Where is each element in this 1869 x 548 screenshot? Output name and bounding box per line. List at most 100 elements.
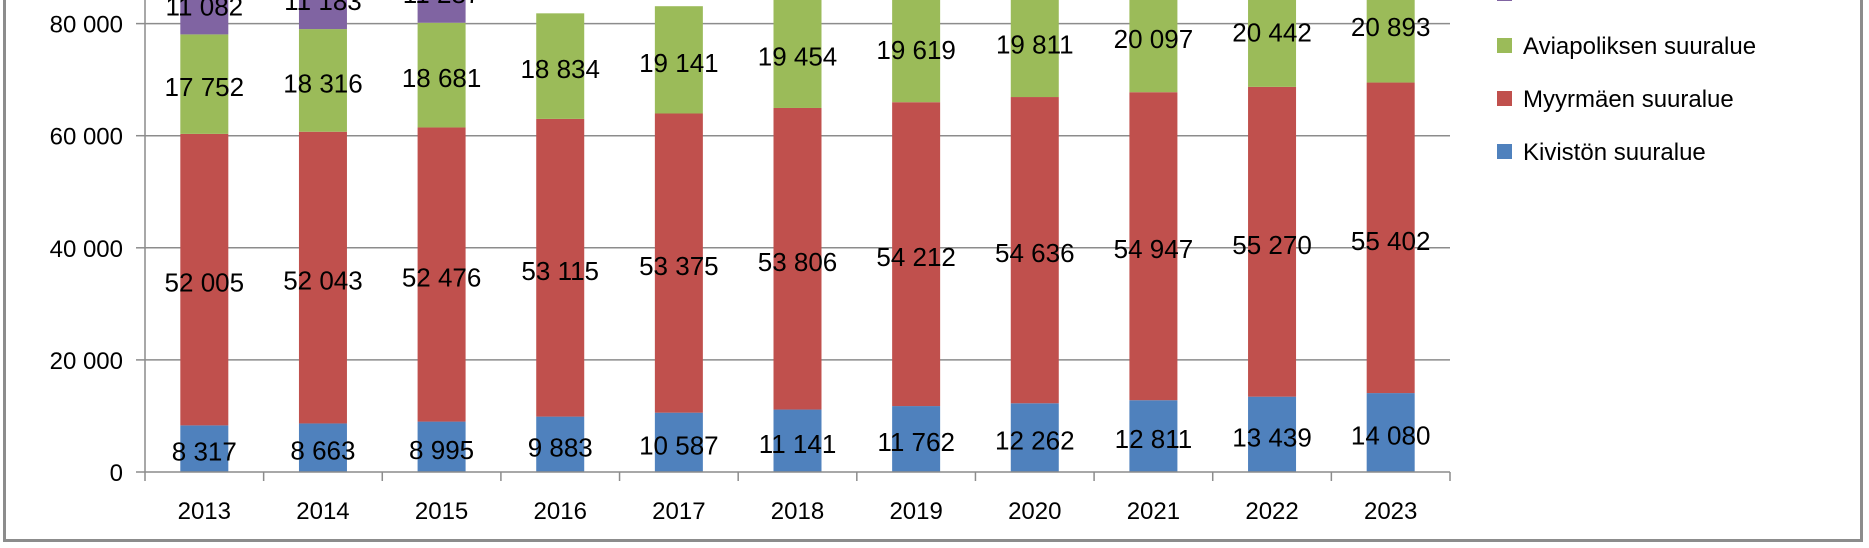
bar-segment bbox=[892, 0, 941, 103]
bar-segment bbox=[180, 0, 229, 35]
bar-segment bbox=[1129, 0, 1178, 93]
bar-segment bbox=[417, 0, 466, 23]
data-label: 11 762 bbox=[877, 427, 955, 457]
legend-label: Kivistön suuralue bbox=[1523, 139, 1706, 166]
x-tick-label: 2020 bbox=[1008, 498, 1061, 525]
bar-segment bbox=[298, 131, 347, 424]
bar-segment bbox=[773, 0, 822, 108]
data-label: 14 080 bbox=[1351, 421, 1431, 451]
data-label: 8 317 bbox=[172, 437, 237, 467]
data-label: 9 883 bbox=[528, 432, 593, 462]
data-label: 12 811 bbox=[1115, 424, 1193, 454]
x-tick-label: 2017 bbox=[652, 498, 705, 525]
bar-segment bbox=[1366, 393, 1415, 472]
bar-segment bbox=[1248, 396, 1297, 472]
bar-segment bbox=[417, 22, 466, 128]
bar-segment bbox=[892, 102, 941, 407]
bar-segment bbox=[536, 118, 585, 417]
data-label: 19 811 bbox=[996, 30, 1074, 60]
bar-segment bbox=[1366, 82, 1415, 394]
data-label: 20 097 bbox=[1114, 24, 1194, 54]
bar-segment bbox=[892, 406, 941, 472]
bar-segment bbox=[298, 423, 347, 472]
data-label: 10 587 bbox=[639, 430, 719, 460]
y-tick-label: 40 000 bbox=[50, 236, 123, 263]
data-label: 18 316 bbox=[283, 68, 363, 98]
bar-segment bbox=[1010, 97, 1059, 404]
bar-segment bbox=[1010, 403, 1059, 472]
data-label: 52 005 bbox=[165, 268, 245, 298]
legend-swatch bbox=[1497, 144, 1512, 159]
data-label: 53 806 bbox=[758, 247, 838, 277]
legend-swatch bbox=[1497, 0, 1512, 1]
data-label: 12 262 bbox=[995, 426, 1075, 456]
legend-label: Myyrmäen suuralue bbox=[1523, 86, 1734, 113]
data-label: 53 115 bbox=[521, 256, 599, 286]
bar-segment bbox=[773, 409, 822, 472]
x-tick-label: 2016 bbox=[534, 498, 587, 525]
bar-segment bbox=[180, 133, 229, 426]
bar-segment bbox=[417, 421, 466, 472]
data-label: 55 270 bbox=[1232, 230, 1312, 260]
axes: 0 20 000 40 000 60 000 80 000 2013 2014 2015 201… bbox=[50, 0, 1451, 525]
x-tick-label: 2023 bbox=[1364, 498, 1417, 525]
bar-segment bbox=[654, 6, 703, 114]
x-tick-label: 2022 bbox=[1245, 498, 1298, 525]
data-label: 19 619 bbox=[876, 35, 956, 65]
data-label: 11 287 bbox=[403, 0, 481, 9]
legend-swatch bbox=[1497, 91, 1512, 106]
bar-segment bbox=[1248, 0, 1297, 87]
bar-segment bbox=[180, 425, 229, 472]
legend: Aviapoliksen suuralue Myyrmäen suuralue Ki… bbox=[1497, 0, 1756, 166]
legend-label: Aviapoliksen suuralue bbox=[1523, 33, 1756, 60]
data-label: 55 402 bbox=[1351, 226, 1431, 256]
x-tick-label: 2021 bbox=[1127, 498, 1180, 525]
bar-segment bbox=[773, 107, 822, 410]
data-label: 8 663 bbox=[290, 436, 355, 466]
data-labels: 8 317 52 005 17 752 11 082 8 663 52 043 18 316… bbox=[165, 0, 1431, 467]
data-label: 20 893 bbox=[1351, 12, 1431, 42]
data-label: 8 995 bbox=[409, 435, 474, 465]
x-tick-label: 2013 bbox=[178, 498, 231, 525]
x-tick-label: 2014 bbox=[296, 498, 349, 525]
y-tick-label: 60 000 bbox=[50, 124, 123, 151]
data-label: 11 082 bbox=[166, 0, 244, 21]
bar-segment bbox=[1129, 92, 1178, 401]
x-tick-label: 2018 bbox=[771, 498, 824, 525]
data-label: 54 212 bbox=[876, 242, 956, 272]
data-label: 20 442 bbox=[1232, 18, 1312, 48]
data-label: 11 141 bbox=[759, 429, 837, 459]
data-label: 53 375 bbox=[639, 251, 719, 281]
data-label: 18 834 bbox=[520, 54, 600, 84]
bars bbox=[180, 0, 1415, 472]
bar-segment bbox=[180, 34, 229, 134]
legend-swatch bbox=[1497, 38, 1512, 53]
data-label: 54 947 bbox=[1114, 234, 1194, 264]
bar-segment bbox=[1248, 86, 1297, 397]
data-label: 54 636 bbox=[995, 238, 1075, 268]
bar-segment bbox=[536, 13, 585, 119]
data-label: 52 043 bbox=[283, 266, 363, 296]
data-label: 13 439 bbox=[1232, 422, 1312, 452]
bar-segment bbox=[1129, 400, 1178, 472]
y-tick-label: 0 bbox=[110, 460, 123, 487]
data-label: 19 454 bbox=[758, 41, 838, 71]
bar-segment bbox=[536, 416, 585, 472]
x-tick-label: 2019 bbox=[889, 498, 942, 525]
bar-segment bbox=[298, 0, 347, 30]
y-tick-label: 80 000 bbox=[50, 12, 123, 39]
bar-segment bbox=[654, 113, 703, 413]
y-tick-label: 20 000 bbox=[50, 348, 123, 375]
bar-segment bbox=[417, 127, 466, 422]
bar-segment bbox=[1366, 0, 1415, 83]
x-tick-label: 2015 bbox=[415, 498, 468, 525]
data-label: 19 141 bbox=[639, 48, 719, 78]
bar-segment bbox=[1010, 0, 1059, 98]
bar-segment bbox=[654, 412, 703, 472]
data-label: 17 752 bbox=[165, 72, 245, 102]
bar-segment bbox=[298, 29, 347, 132]
data-label: 18 681 bbox=[402, 63, 482, 93]
data-label: 11 183 bbox=[284, 0, 362, 16]
data-label: 52 476 bbox=[402, 263, 482, 293]
